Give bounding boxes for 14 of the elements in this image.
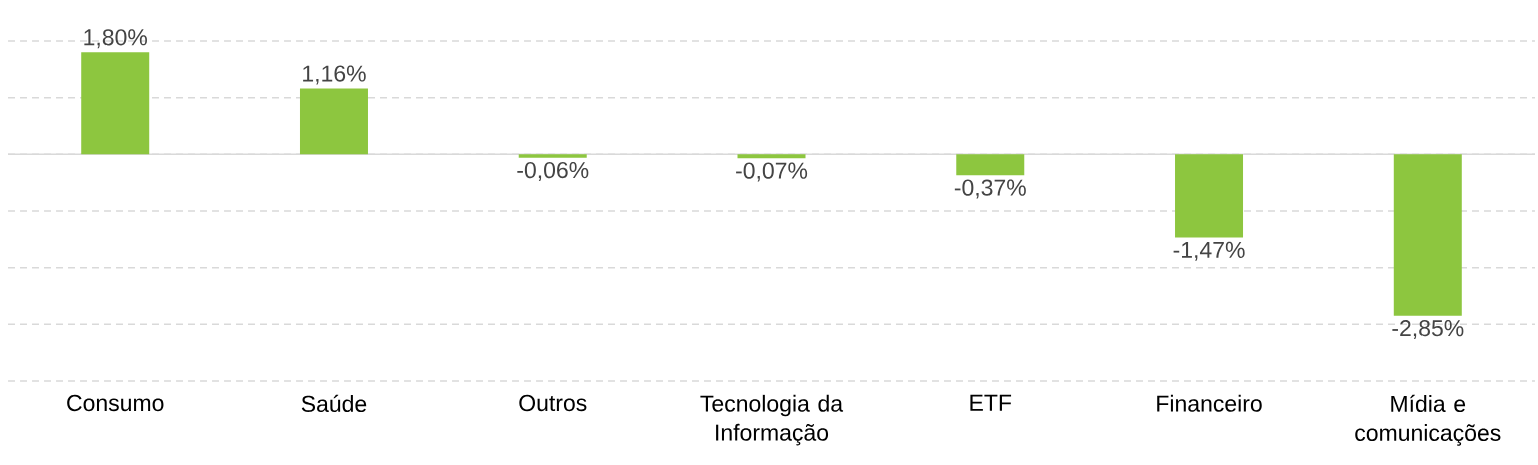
data-label: -0,07% — [736, 162, 808, 182]
x-tick-label: ETF — [970, 394, 1012, 411]
data-label: -0,37% — [954, 179, 1026, 199]
data-label: -2,85% — [1392, 320, 1464, 340]
x-tick-label: Tecnologia da Informação — [700, 394, 844, 446]
x-tick-label: Mídia e comunicações — [1355, 394, 1501, 446]
x-tick-label: Financeiro — [1157, 394, 1262, 412]
x-tick-label: Consumo — [67, 394, 164, 412]
x-tick-label: Saúde — [301, 394, 367, 413]
data-label: 1,16% — [303, 65, 366, 85]
data-label: -1,47% — [1173, 241, 1245, 261]
x-tick-label: Outros — [519, 394, 587, 412]
data-label: -0,06% — [517, 161, 589, 181]
data-label: 1,80% — [84, 29, 147, 49]
